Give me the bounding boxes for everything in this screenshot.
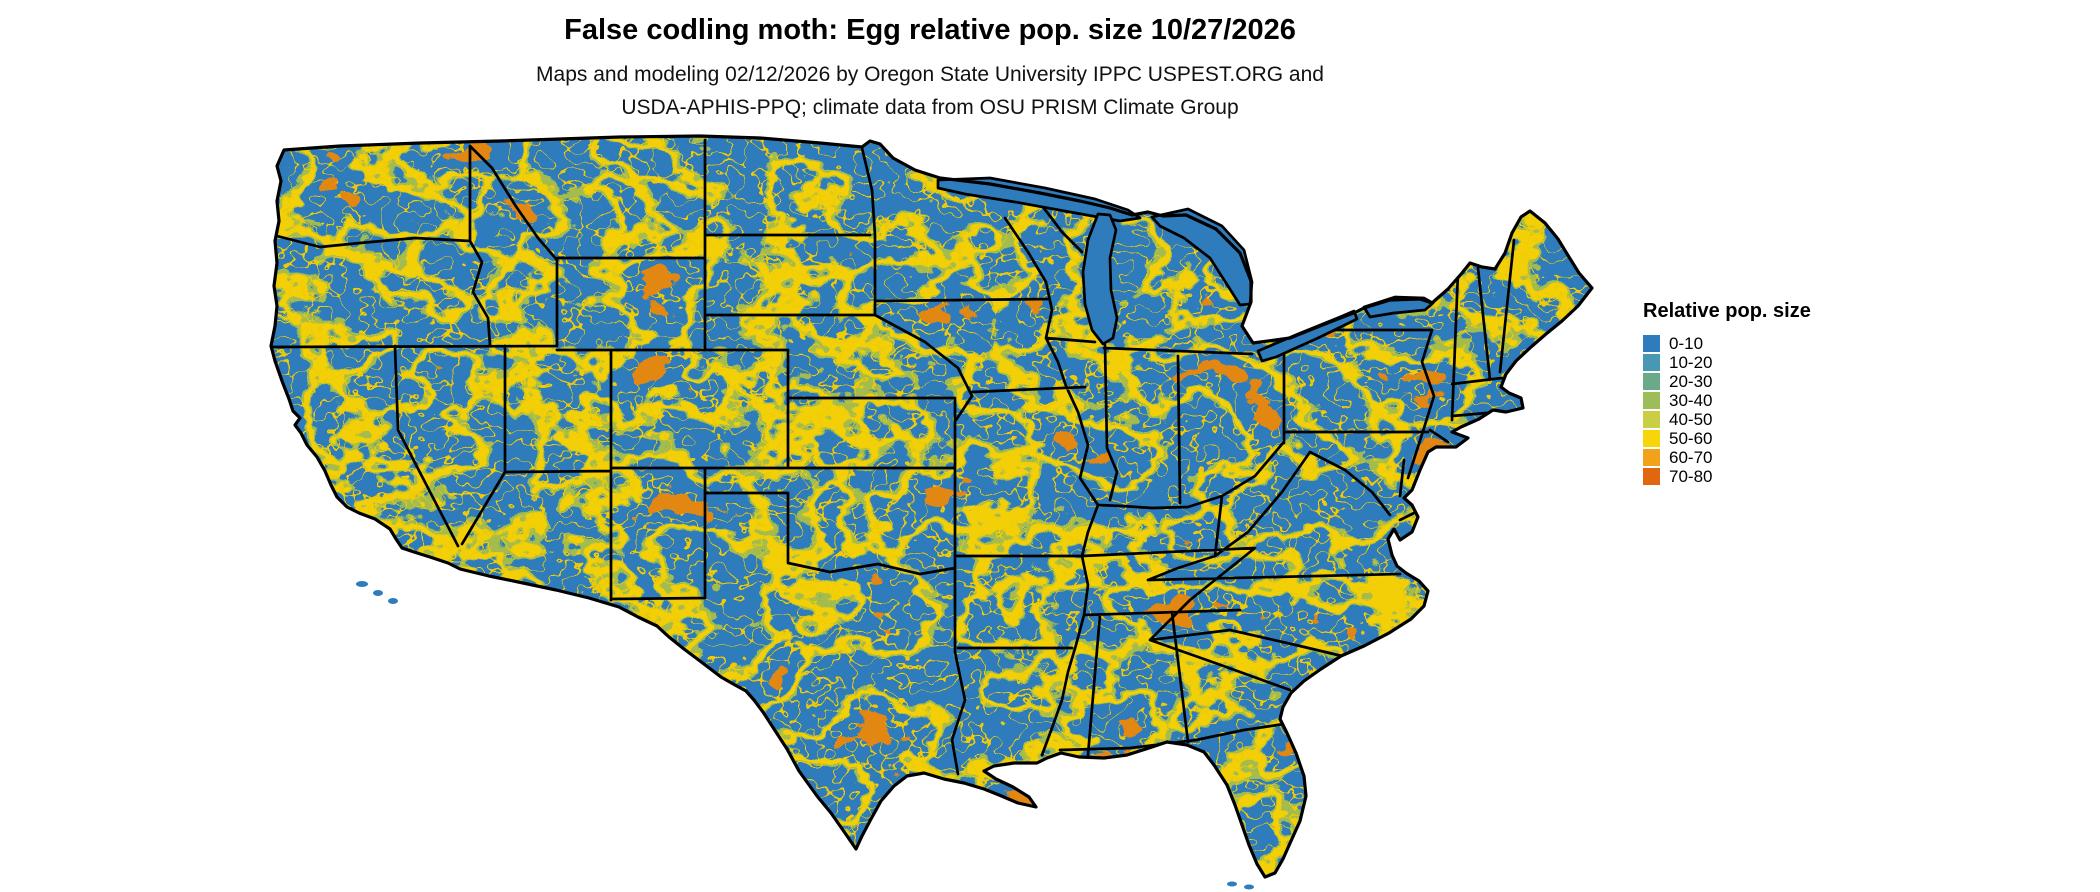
legend-label: 20-30 <box>1669 371 1713 391</box>
legend-item: 10-20 <box>1643 353 1811 372</box>
header: False codling moth: Egg relative pop. si… <box>0 14 1860 121</box>
legend-swatch <box>1643 335 1660 352</box>
island <box>373 590 383 596</box>
legend-label: 70-80 <box>1669 466 1713 486</box>
legend-swatch <box>1643 373 1660 390</box>
legend-title: Relative pop. size <box>1643 300 1811 322</box>
lake-michigan <box>1081 212 1119 346</box>
map-title: False codling moth: Egg relative pop. si… <box>564 14 1296 46</box>
legend-swatch <box>1643 468 1660 485</box>
island <box>356 581 368 587</box>
island <box>1227 881 1237 887</box>
map-subtitle-line1: Maps and modeling 02/12/2026 by Oregon S… <box>536 63 1324 86</box>
lake-huron <box>1150 207 1254 307</box>
offshore-islands <box>356 581 1254 890</box>
state-borders <box>271 138 1516 776</box>
legend-item: 50-60 <box>1643 429 1811 448</box>
island <box>388 598 398 604</box>
population-raster <box>271 136 1592 877</box>
legend-label: 50-60 <box>1669 428 1713 448</box>
legend-label: 40-50 <box>1669 409 1713 429</box>
legend-item: 70-80 <box>1643 467 1811 486</box>
legend-swatch <box>1643 392 1660 409</box>
legend-label: 60-70 <box>1669 447 1713 467</box>
legend-item: 0-10 <box>1643 334 1811 353</box>
lake-superior <box>936 176 1142 223</box>
legend-item: 20-30 <box>1643 372 1811 391</box>
legend-item: 30-40 <box>1643 391 1811 410</box>
legend-swatch <box>1643 411 1660 428</box>
legend-label: 0-10 <box>1669 333 1704 353</box>
legend-swatch <box>1643 430 1660 447</box>
legend-label: 10-20 <box>1669 352 1713 372</box>
island <box>1244 884 1254 890</box>
map-subtitle-line2: USDA-APHIS-PPQ; climate data from OSU PR… <box>621 96 1239 119</box>
legend-swatch <box>1643 449 1660 466</box>
legend-item: 60-70 <box>1643 448 1811 467</box>
legend-label: 30-40 <box>1669 390 1713 410</box>
legend-swatch <box>1643 354 1660 371</box>
map-legend: Relative pop. size 0-10 10-20 20-30 30-40 40… <box>1643 300 1811 486</box>
legend-item: 40-50 <box>1643 410 1811 429</box>
legend-items: 0-10 10-20 20-30 30-40 40-50 50-60 60-70 70-80 <box>1643 334 1811 486</box>
